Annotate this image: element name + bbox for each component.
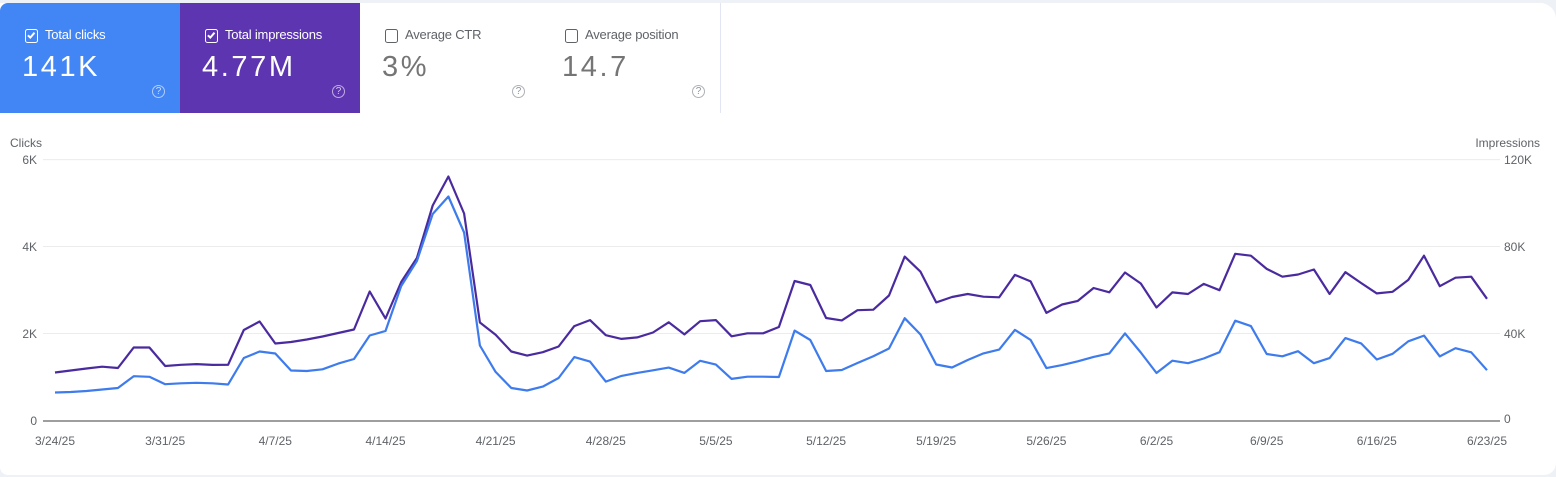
svg-text:0: 0 bbox=[1504, 412, 1511, 426]
svg-text:5/12/25: 5/12/25 bbox=[806, 434, 846, 448]
svg-text:6/9/25: 6/9/25 bbox=[1250, 434, 1284, 448]
svg-text:3/24/25: 3/24/25 bbox=[35, 434, 75, 448]
svg-text:4/21/25: 4/21/25 bbox=[476, 434, 516, 448]
svg-text:5/26/25: 5/26/25 bbox=[1026, 434, 1066, 448]
svg-text:120K: 120K bbox=[1504, 153, 1532, 167]
svg-text:4K: 4K bbox=[22, 240, 37, 254]
svg-text:6/16/25: 6/16/25 bbox=[1357, 434, 1397, 448]
svg-text:Impressions: Impressions bbox=[1475, 136, 1540, 150]
svg-text:40K: 40K bbox=[1504, 327, 1525, 341]
svg-text:2K: 2K bbox=[22, 327, 37, 341]
svg-text:3/31/25: 3/31/25 bbox=[145, 434, 185, 448]
svg-text:80K: 80K bbox=[1504, 240, 1525, 254]
svg-text:4/14/25: 4/14/25 bbox=[365, 434, 405, 448]
svg-text:0: 0 bbox=[30, 414, 37, 428]
svg-text:6K: 6K bbox=[22, 153, 37, 167]
svg-text:6/23/25: 6/23/25 bbox=[1467, 434, 1507, 448]
svg-text:6/2/25: 6/2/25 bbox=[1140, 434, 1174, 448]
svg-text:5/19/25: 5/19/25 bbox=[916, 434, 956, 448]
svg-text:5/5/25: 5/5/25 bbox=[699, 434, 733, 448]
svg-text:Clicks: Clicks bbox=[10, 136, 42, 150]
svg-text:4/28/25: 4/28/25 bbox=[586, 434, 626, 448]
svg-text:4/7/25: 4/7/25 bbox=[259, 434, 293, 448]
